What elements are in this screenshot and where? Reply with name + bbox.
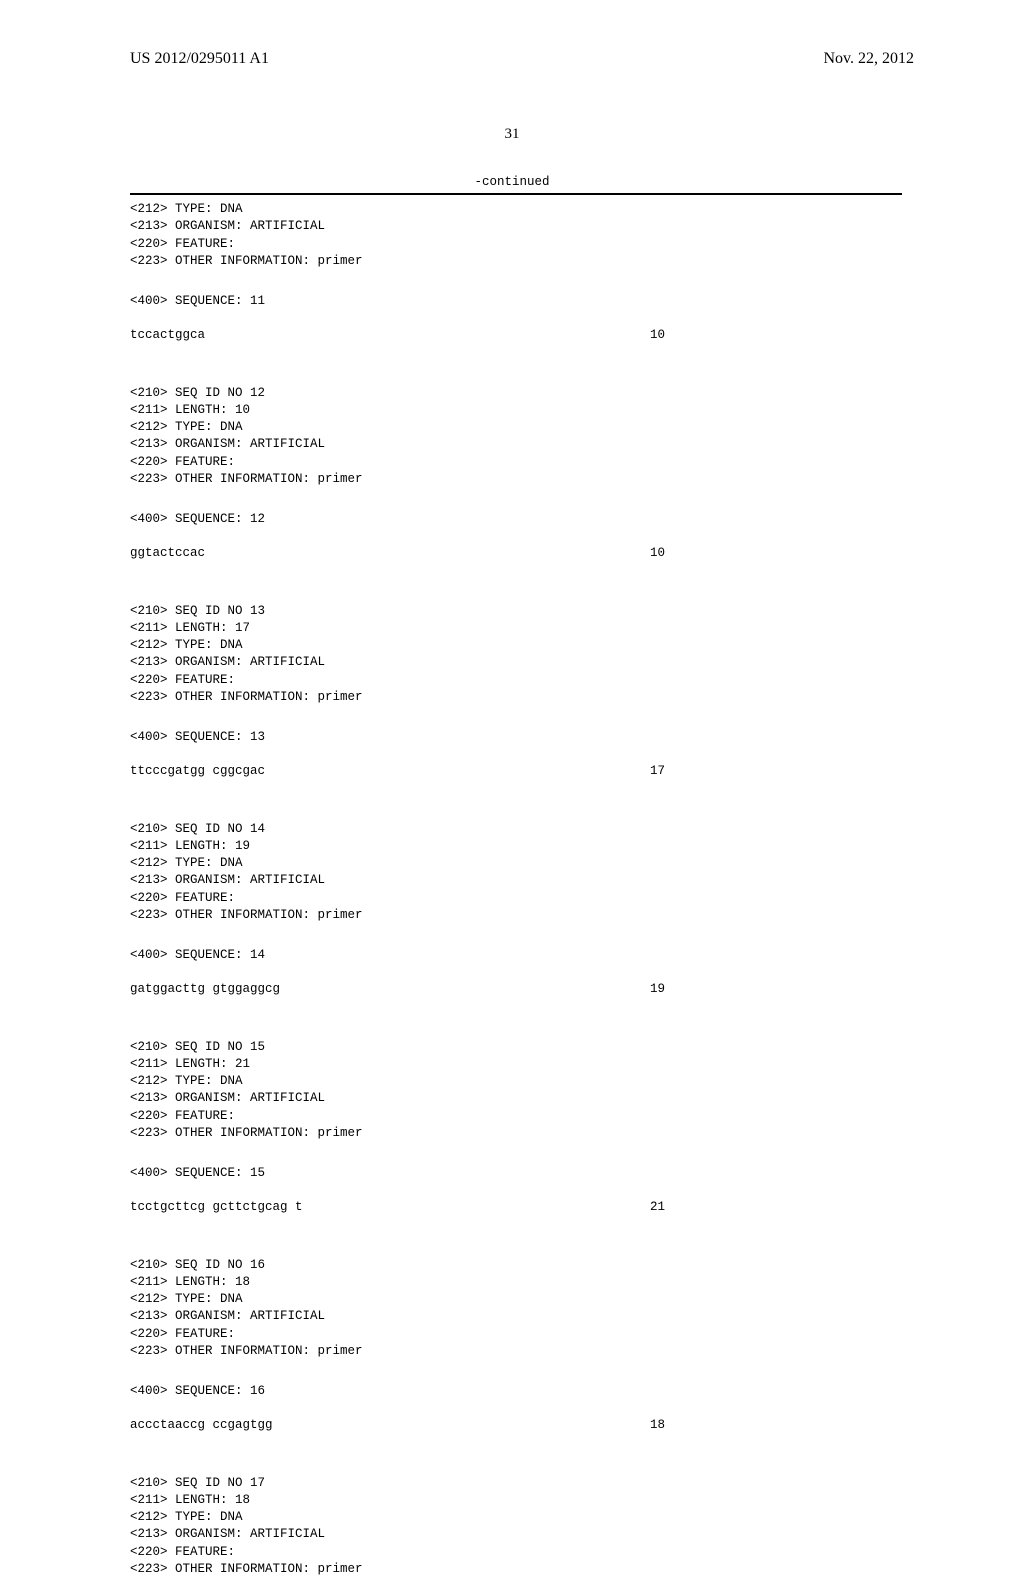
sequence-row: tccactggca10 <box>0 327 1024 344</box>
page-header: US 2012/0295011 A1 Nov. 22, 2012 <box>0 0 1024 68</box>
publication-date: Nov. 22, 2012 <box>823 50 914 68</box>
sequence-label: <400> SEQUENCE: 15 <box>0 1159 1024 1182</box>
spacer <box>0 310 1024 327</box>
entry-header: <210> SEQ ID NO 15 <211> LENGTH: 21 <212… <box>0 1033 1024 1143</box>
sequence-row: gatggacttg gtggaggcg19 <box>0 981 1024 998</box>
spacer <box>0 964 1024 981</box>
sequence-length: 19 <box>650 981 665 998</box>
sequence-length: 10 <box>650 545 665 562</box>
sequence-label: <400> SEQUENCE: 12 <box>0 505 1024 528</box>
spacer <box>0 746 1024 763</box>
spacer <box>0 1435 1024 1469</box>
spacer <box>0 924 1024 941</box>
spacer <box>0 1182 1024 1199</box>
sequence-length: 18 <box>650 1417 665 1434</box>
sequence-text: ggtactccac <box>130 545 650 562</box>
sequence-length: 21 <box>650 1199 665 1216</box>
spacer <box>0 1400 1024 1417</box>
sequence-row: ggtactccac10 <box>0 545 1024 562</box>
sequence-listing: <212> TYPE: DNA <213> ORGANISM: ARTIFICI… <box>0 195 1024 1578</box>
spacer <box>0 270 1024 287</box>
sequence-length: 17 <box>650 763 665 780</box>
sequence-text: gatggacttg gtggaggcg <box>130 981 650 998</box>
entry-header: <210> SEQ ID NO 12 <211> LENGTH: 10 <212… <box>0 379 1024 489</box>
entry-header: <210> SEQ ID NO 17 <211> LENGTH: 18 <212… <box>0 1469 1024 1578</box>
sequence-label: <400> SEQUENCE: 11 <box>0 287 1024 310</box>
entry-header: <212> TYPE: DNA <213> ORGANISM: ARTIFICI… <box>0 195 1024 270</box>
spacer <box>0 528 1024 545</box>
entry-header: <210> SEQ ID NO 16 <211> LENGTH: 18 <212… <box>0 1251 1024 1361</box>
sequence-text: tcctgcttcg gcttctgcag t <box>130 1199 650 1216</box>
publication-number: US 2012/0295011 A1 <box>130 50 269 68</box>
spacer <box>0 999 1024 1033</box>
sequence-label: <400> SEQUENCE: 13 <box>0 723 1024 746</box>
sequence-row: accctaaccg ccgagtgg18 <box>0 1417 1024 1434</box>
entry-header: <210> SEQ ID NO 14 <211> LENGTH: 19 <212… <box>0 815 1024 925</box>
sequence-text: ttcccgatgg cggcgac <box>130 763 650 780</box>
spacer <box>0 1142 1024 1159</box>
spacer <box>0 781 1024 815</box>
sequence-text: accctaaccg ccgagtgg <box>130 1417 650 1434</box>
spacer <box>0 563 1024 597</box>
sequence-row: ttcccgatgg cggcgac17 <box>0 763 1024 780</box>
spacer <box>0 488 1024 505</box>
sequence-label: <400> SEQUENCE: 16 <box>0 1377 1024 1400</box>
spacer <box>0 1360 1024 1377</box>
spacer <box>0 1217 1024 1251</box>
sequence-row: tcctgcttcg gcttctgcag t21 <box>0 1199 1024 1216</box>
spacer <box>0 706 1024 723</box>
page-number: 31 <box>0 126 1024 143</box>
sequence-text: tccactggca <box>130 327 650 344</box>
sequence-length: 10 <box>650 327 665 344</box>
spacer <box>0 345 1024 379</box>
sequence-label: <400> SEQUENCE: 14 <box>0 941 1024 964</box>
entry-header: <210> SEQ ID NO 13 <211> LENGTH: 17 <212… <box>0 597 1024 707</box>
continued-label: -continued <box>0 175 1024 189</box>
